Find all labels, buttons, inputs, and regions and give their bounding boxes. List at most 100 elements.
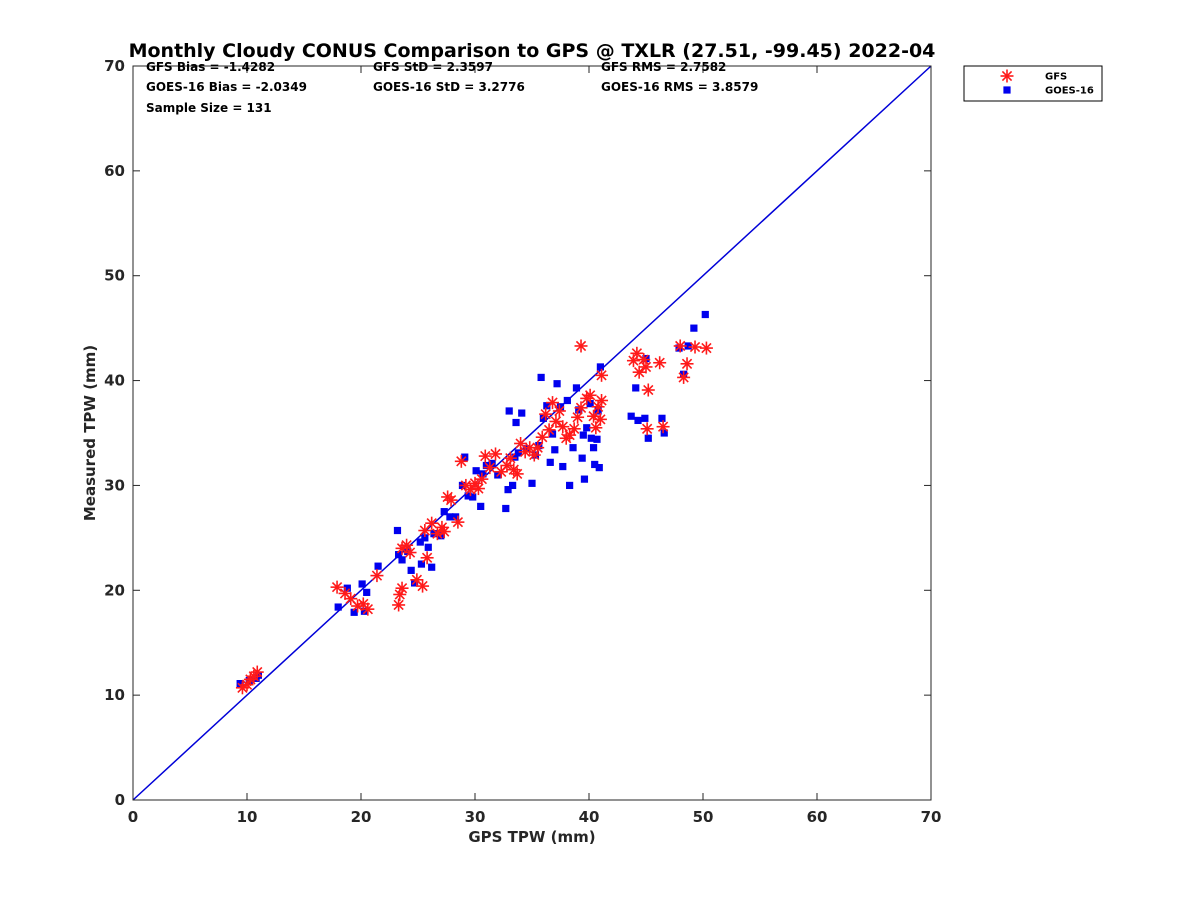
- goes16-point: [393, 526, 402, 535]
- goes16-point: [579, 431, 587, 439]
- goes16-point: [360, 607, 369, 615]
- gfs-point: [531, 441, 545, 455]
- gfs-point: [444, 493, 458, 507]
- goes16-point: [417, 560, 426, 568]
- goes16-point: [395, 551, 403, 559]
- stat-label: GOES-16 StD = 3.2776: [373, 80, 525, 94]
- stat-label: GOES-16 RMS = 3.8579: [601, 80, 758, 94]
- x-tick-label: 60: [807, 808, 828, 826]
- goes16-point: [482, 461, 490, 470]
- goes16-point: [514, 449, 522, 457]
- goes16-point: [334, 603, 342, 611]
- goes16-point: [398, 556, 406, 564]
- goes16-point: [350, 608, 358, 616]
- gfs-point: [680, 357, 694, 371]
- gfs-point: [699, 341, 713, 355]
- goes16-point: [569, 444, 577, 452]
- gfs-point: [653, 356, 667, 370]
- goes16-point: [595, 464, 603, 472]
- legend: GFS GOES-16: [963, 65, 1103, 102]
- series-layer: [235, 310, 713, 695]
- x-tick-label: 30: [465, 808, 486, 826]
- gfs-point: [250, 665, 264, 679]
- stats-layer: GFS Bias = -1.4282 GFS StD = 2.3597 GFS RM…: [146, 60, 758, 115]
- x-tick-label: 0: [128, 808, 138, 826]
- goes16-point: [690, 324, 698, 332]
- goes16-point: [634, 416, 642, 425]
- x-tick-label: 70: [921, 808, 942, 826]
- goes16-point: [556, 403, 565, 411]
- y-tick-label: 10: [104, 686, 125, 704]
- goes16-point: [580, 475, 589, 483]
- goes16-point: [641, 414, 649, 422]
- gfs-point: [361, 602, 375, 616]
- gfs-point: [593, 412, 607, 426]
- stat-label: GFS StD = 2.3597: [373, 60, 493, 74]
- gfs-point: [549, 414, 563, 428]
- goes16-point: [684, 342, 692, 350]
- gfs-point: [392, 598, 406, 612]
- gfs-point: [370, 569, 384, 583]
- goes16-point: [701, 310, 709, 319]
- stat-label: GOES-16 Bias = -2.0349: [146, 80, 307, 94]
- gfs-point: [425, 516, 439, 530]
- goes16-point: [644, 434, 652, 442]
- goes16-point: [488, 459, 496, 468]
- gfs-point: [639, 360, 653, 374]
- goes16-point: [660, 429, 668, 437]
- gfs-point: [552, 404, 566, 418]
- goes16-point: [563, 396, 571, 405]
- goes16-point: [632, 384, 640, 392]
- y-tick-label: 0: [115, 791, 125, 809]
- x-tick-label: 50: [693, 808, 714, 826]
- goes16-point: [522, 445, 530, 453]
- goes16-point: [518, 409, 526, 417]
- gfs-point: [478, 449, 492, 463]
- gfs-point: [677, 370, 691, 384]
- goes16-point: [440, 508, 448, 516]
- legend-marker-gfs: [1000, 69, 1014, 83]
- goes16-point: [546, 458, 554, 466]
- gfs-point: [395, 581, 409, 595]
- goes16-point: [586, 400, 594, 408]
- series-gfs: [235, 339, 713, 695]
- gfs-point: [468, 476, 482, 490]
- legend-box: [963, 65, 1103, 102]
- gfs-point: [640, 422, 654, 436]
- y-tick-label: 30: [104, 476, 125, 494]
- y-tick-label: 60: [104, 162, 125, 180]
- goes16-point: [642, 354, 650, 363]
- legend-label: GFS: [1045, 72, 1067, 83]
- goes16-point: [424, 543, 432, 551]
- goes16-point: [559, 462, 567, 471]
- gfs-point: [546, 396, 560, 410]
- gfs-point: [483, 461, 497, 475]
- gfs-point: [418, 524, 432, 538]
- gfs-point: [574, 401, 588, 415]
- tick-layer: 0 10 20 30 40 50 60 70 0 10 20 30 40 50 60 70: [104, 57, 941, 826]
- y-tick-label: 70: [104, 57, 125, 75]
- x-tick-label: 10: [237, 808, 258, 826]
- goes16-point: [428, 563, 436, 571]
- y-tick-label: 20: [104, 581, 125, 599]
- goes16-point: [421, 534, 429, 542]
- gfs-point: [403, 546, 417, 560]
- gfs-point: [510, 467, 524, 481]
- gfs-point: [556, 420, 570, 434]
- goes16-point: [416, 538, 424, 546]
- gfs-point: [571, 410, 585, 424]
- legend-label: GOES-16: [1045, 86, 1094, 97]
- stat-label: GFS RMS = 2.7582: [601, 60, 726, 74]
- legend-marker-goes16: [1003, 86, 1011, 94]
- goes16-point: [591, 460, 599, 469]
- goes16-point: [505, 407, 513, 415]
- goes16-point: [587, 434, 595, 442]
- gfs-point: [574, 339, 588, 353]
- goes16-point: [407, 566, 415, 574]
- gfs-point: [542, 423, 556, 437]
- gfs-point: [437, 525, 451, 539]
- gfs-point: [471, 482, 485, 496]
- goes16-point: [528, 479, 536, 487]
- goes16-point: [446, 513, 454, 521]
